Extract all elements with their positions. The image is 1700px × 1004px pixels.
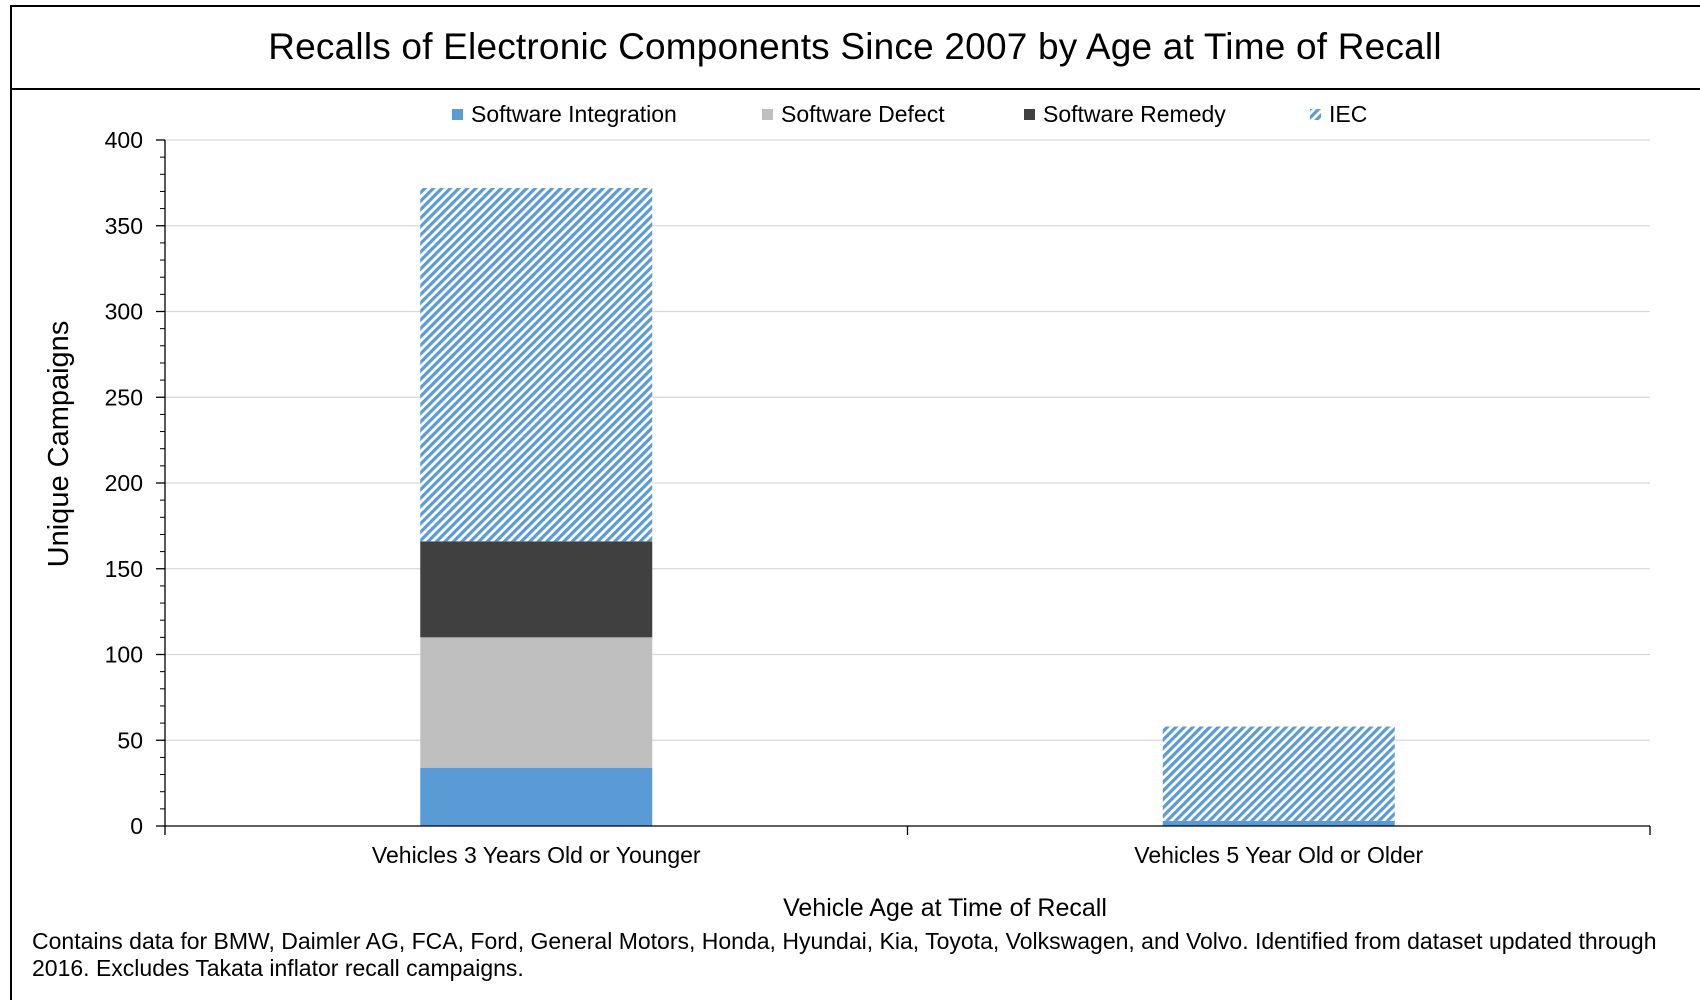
legend-label: Software Integration	[471, 101, 677, 127]
legend-swatch	[1310, 109, 1321, 120]
chart-title: Recalls of Electronic Components Since 2…	[10, 5, 1700, 90]
chart-frame	[10, 5, 1700, 1000]
y-tick-label: 400	[105, 127, 143, 153]
x-axis-label: Vehicle Age at Time of Recall	[783, 894, 1107, 922]
legend-swatch	[452, 109, 463, 120]
y-tick-label: 250	[105, 384, 143, 410]
legend-swatch	[1024, 109, 1035, 120]
y-tick-label: 150	[105, 556, 143, 582]
x-tick-label: Vehicles 5 Year Old or Older	[1134, 842, 1423, 868]
y-axis-label: Unique Campaigns	[43, 321, 75, 568]
bar-software-defect	[420, 637, 653, 768]
legend-label: Software Remedy	[1043, 101, 1226, 127]
footnote: Contains data for BMW, Daimler AG, FCA, …	[32, 928, 1657, 981]
bar-iec	[1162, 726, 1395, 821]
y-tick-label: 350	[105, 213, 143, 239]
legend-label: Software Defect	[781, 101, 945, 127]
x-tick-label: Vehicles 3 Years Old or Younger	[372, 842, 701, 868]
y-tick-label: 50	[117, 727, 143, 753]
bar-software-integration	[420, 767, 653, 826]
y-tick-label: 300	[105, 299, 143, 325]
legend-swatch	[762, 109, 773, 120]
y-tick-label: 100	[105, 642, 143, 668]
legend-label: IEC	[1329, 101, 1367, 127]
bar-software-remedy	[420, 541, 653, 638]
bar-iec	[420, 188, 653, 542]
y-tick-label: 200	[105, 470, 143, 496]
bar-software-integration	[1162, 820, 1395, 826]
y-tick-label: 0	[130, 813, 143, 839]
